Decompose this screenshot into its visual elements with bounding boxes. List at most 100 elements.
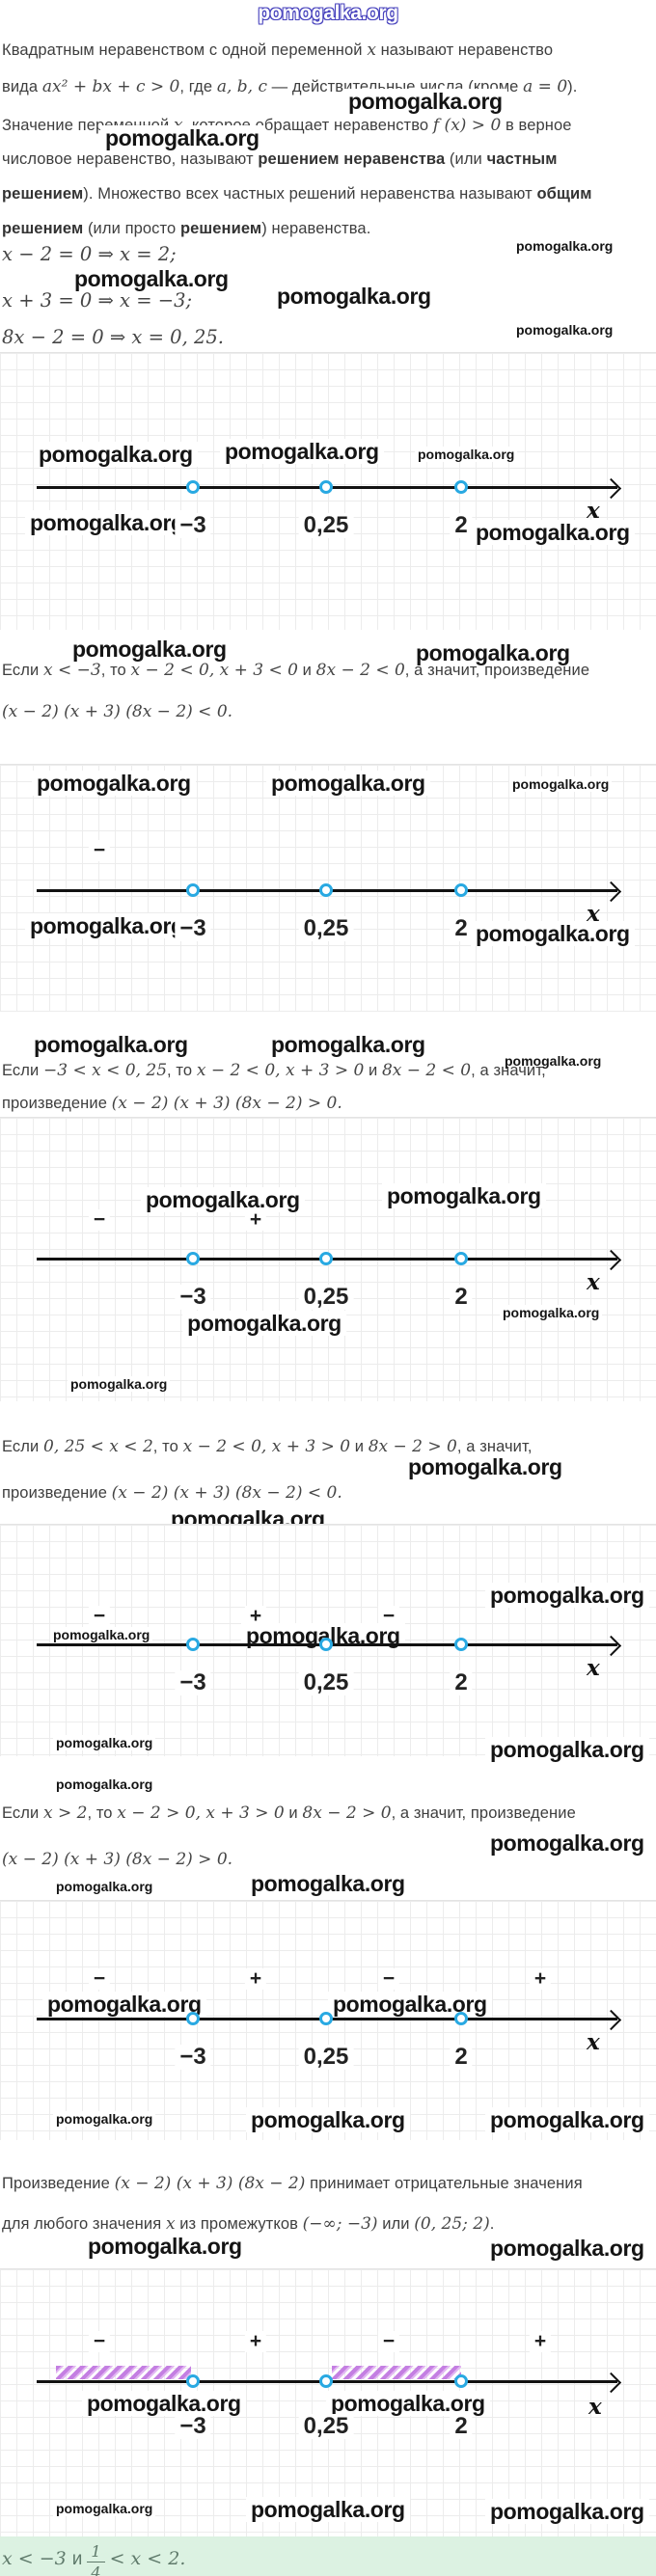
axis-label: x (587, 901, 600, 927)
text-panel-2: pomogalka.org pomogalka.org Если x < −3,… (0, 629, 656, 764)
watermark: pomogalka.org (141, 1187, 305, 1213)
axis-label: x (587, 498, 600, 524)
axis-label: x (587, 1269, 600, 1295)
sign-label: − (88, 1605, 111, 1628)
watermark: pomogalka.org (272, 284, 436, 310)
watermark: pomogalka.org (485, 1583, 649, 1609)
equation: x + 3 = 0 ⇒ x = −3; (2, 289, 193, 312)
equation: 8x − 2 = 0 ⇒ x = 0, 25. (2, 326, 224, 348)
answer-post: < x < 2. (109, 2548, 186, 2569)
watermark: pomogalka.org (53, 1776, 156, 1793)
intro-line: решением (или просто решением) неравенст… (2, 220, 371, 237)
point-label: −3 (175, 915, 211, 942)
axis-label: x (587, 1655, 600, 1681)
watermark: pomogalka.org (513, 322, 616, 339)
watermark: pomogalka.org (220, 439, 384, 465)
watermark: pomogalka.org (53, 2111, 156, 2128)
axis-label: x (588, 2394, 602, 2420)
point-label: 2 (450, 1284, 473, 1311)
point-circle (186, 1252, 200, 1265)
point-label: 2 (450, 2044, 473, 2071)
sign-label: − (88, 1208, 111, 1232)
point-label: 2 (450, 915, 473, 942)
fraction-numerator: 1 (87, 2542, 105, 2562)
watermark: pomogalka.org (471, 921, 635, 947)
grid-panel-3: pomogalka.org pomogalka.org − + x −3 0,2… (0, 1117, 656, 1401)
point-circle (319, 480, 333, 494)
watermark: pomogalka.org (69, 266, 233, 292)
watermark: pomogalka.org (34, 442, 198, 468)
point-circle (319, 2012, 333, 2025)
point-label: −3 (175, 2044, 211, 2071)
watermark: pomogalka.org (485, 2499, 649, 2525)
hatch-region (56, 2366, 191, 2379)
watermark: pomogalka.org (53, 1879, 156, 1895)
watermark: pomogalka.org (415, 447, 518, 463)
watermark: pomogalka.org (411, 640, 575, 666)
sign-label: + (244, 1605, 267, 1628)
watermark: pomogalka.org (258, 2, 398, 24)
sign-label: − (88, 1967, 111, 1991)
point-label: 2 (450, 1669, 473, 1696)
point-label: −3 (175, 512, 211, 539)
watermark: pomogalka.org (502, 1053, 605, 1070)
step-line: для любого значения x из промежутков (−∞… (2, 2214, 495, 2234)
point-circle (186, 2012, 200, 2025)
point-circle (454, 480, 468, 494)
watermark: pomogalka.org (83, 2234, 247, 2260)
sign-label: + (529, 1967, 552, 1991)
point-label: 0,25 (298, 2413, 354, 2440)
point-label: 2 (450, 2413, 473, 2440)
watermark: pomogalka.org (326, 2391, 490, 2417)
step-line: Если x < −3, то x − 2 < 0, x + 3 < 0 и 8… (2, 661, 590, 680)
point-circle (454, 2374, 468, 2388)
point-circle (186, 883, 200, 897)
grid-panel-5: − + − + pomogalka.org pomogalka.org x −3… (0, 1900, 656, 2140)
point-circle (319, 883, 333, 897)
watermark: pomogalka.org (53, 1735, 156, 1751)
point-circle (454, 2012, 468, 2025)
sign-label: − (377, 1967, 400, 1991)
fraction: 1 4 (87, 2542, 105, 2576)
watermark: pomogalka.org (382, 1183, 546, 1209)
watermark: pomogalka.org (343, 89, 507, 115)
equation: x − 2 = 0 ⇒ x = 2; (2, 243, 177, 265)
watermark: pomogalka.org (182, 1311, 346, 1337)
step-line: Если −3 < x < 0, 25, то x − 2 < 0, x + 3… (2, 1061, 546, 1080)
watermark: pomogalka.org (403, 1454, 567, 1480)
point-label: 0,25 (298, 1284, 354, 1311)
axis-arrow-icon (600, 2009, 622, 2031)
point-label: 0,25 (298, 1669, 354, 1696)
watermark: pomogalka.org (471, 520, 635, 546)
point-circle (454, 1638, 468, 1651)
axis-label: x (587, 2029, 600, 2055)
fraction-denominator: 4 (91, 2563, 101, 2576)
point-circle (186, 2374, 200, 2388)
watermark: pomogalka.org (42, 1992, 206, 2018)
sign-label: − (88, 839, 111, 862)
intro-line: решением). Множество всех частных решени… (2, 185, 592, 203)
point-circle (454, 1252, 468, 1265)
intro-line: Квадратным неравенством с одной переменн… (2, 41, 554, 60)
point-circle (186, 480, 200, 494)
text-panel-4: Если 0, 25 < x < 2, то x − 2 < 0, x + 3 … (0, 1400, 656, 1532)
watermark: pomogalka.org (68, 637, 232, 663)
point-label: −3 (175, 1284, 211, 1311)
sign-label: − (88, 2330, 111, 2353)
sign-label: + (529, 2330, 552, 2353)
watermark: pomogalka.org (485, 1830, 649, 1857)
sign-label: − (377, 1605, 400, 1628)
watermark: pomogalka.org (485, 1737, 649, 1763)
axis-arrow-icon (600, 1249, 622, 1271)
watermark: pomogalka.org (513, 238, 616, 255)
watermark: pomogalka.org (53, 2501, 156, 2517)
point-label: 0,25 (298, 915, 354, 942)
watermark: pomogalka.org (328, 1992, 492, 2018)
axis-arrow-icon (600, 2372, 622, 2394)
intro-line: числовое неравенство, называют решением … (2, 150, 558, 168)
sign-label: + (244, 1967, 267, 1991)
point-label: 2 (450, 512, 473, 539)
point-label: −3 (175, 2413, 211, 2440)
intro-line: Значение переменной x, которое обращает … (2, 116, 572, 135)
